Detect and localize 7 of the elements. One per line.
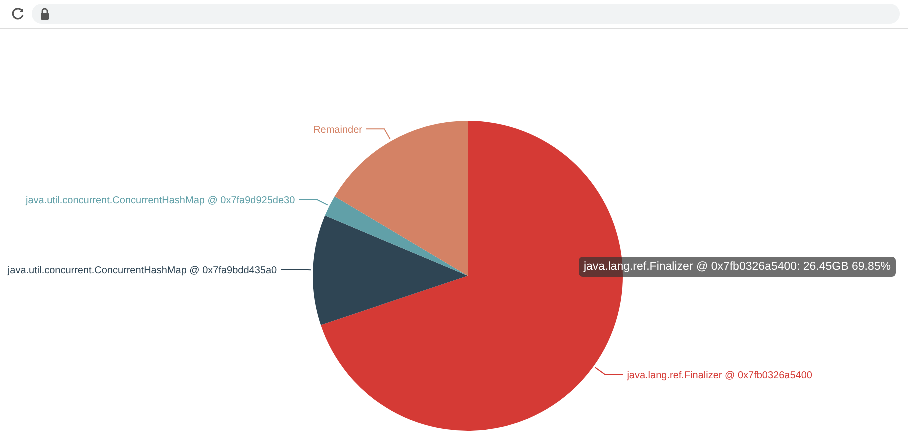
- pie-slice: [325, 196, 468, 276]
- pie-slice: [313, 216, 468, 326]
- slice-label: Remainder: [314, 125, 364, 136]
- slice-label: java.util.concurrent.ConcurrentHashMap @ 0x7fa9bdd435a0: [6, 266, 278, 277]
- slice-label: java.lang.ref.Finalizer @ 0x7fb0326a5400: [626, 370, 813, 382]
- text: java.lang.ref.Finalizer @ 0x7fb0326a5400: 26.45GB 69.85%: [578, 257, 896, 277]
- slice-label: java.util.concurrent.ConcurrentHashMap @ 0x7fa9d925de30: [24, 196, 296, 207]
